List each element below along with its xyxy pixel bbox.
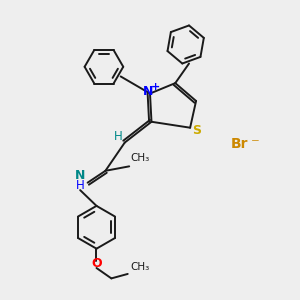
Text: ⁻: ⁻ — [251, 135, 260, 153]
Text: Br: Br — [230, 137, 248, 151]
Text: H: H — [114, 130, 123, 143]
Text: H: H — [76, 178, 85, 192]
Text: O: O — [92, 257, 102, 270]
Text: S: S — [192, 124, 201, 136]
Text: CH₃: CH₃ — [130, 262, 149, 272]
Text: CH₃: CH₃ — [131, 153, 150, 164]
Text: N: N — [75, 169, 85, 182]
Text: N: N — [143, 85, 154, 98]
Text: +: + — [151, 82, 160, 92]
